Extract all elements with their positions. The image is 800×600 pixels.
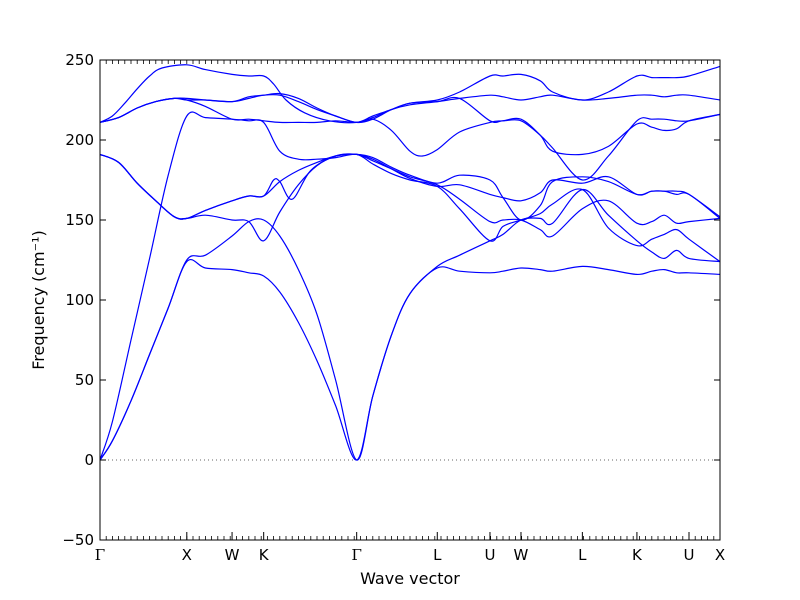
- y-tick-label: 100: [65, 291, 94, 309]
- x-tick-label: Γ: [351, 546, 361, 564]
- x-tick-label: K: [259, 546, 270, 564]
- y-tick-label: 0: [84, 451, 94, 469]
- y-tick-label: −50: [62, 531, 94, 549]
- x-tick-label: K: [632, 546, 643, 564]
- band-line-6: [99, 153, 721, 221]
- y-tick-label: 50: [75, 371, 94, 389]
- x-tick-label: Γ: [95, 546, 105, 564]
- band-line-3: [99, 111, 721, 461]
- x-tick-label: W: [225, 546, 240, 564]
- x-axis-title: Wave vector: [360, 569, 460, 588]
- y-axis-title: Frequency (cm⁻¹): [29, 230, 48, 369]
- band-line-2: [99, 188, 721, 461]
- band-line-7: [99, 97, 721, 157]
- x-tick-label: L: [433, 546, 442, 564]
- band-line-5: [99, 153, 721, 220]
- x-tick-label: X: [715, 546, 725, 564]
- series-group: [99, 64, 721, 461]
- band-line-8: [99, 93, 721, 181]
- x-tick-label: L: [578, 546, 587, 564]
- band-line-4: [99, 153, 721, 242]
- y-tick-label: 150: [65, 211, 94, 229]
- band-line-9: [99, 92, 721, 124]
- ticks-group: [99, 59, 721, 541]
- band-line-10: [99, 64, 721, 124]
- y-tick-label: 200: [65, 131, 94, 149]
- x-tick-label: W: [514, 546, 529, 564]
- x-tick-label: U: [684, 546, 695, 564]
- tick-labels-group: −50 0 50 100 150 200 250 Γ X W K Γ L U W L K U X: [62, 51, 725, 564]
- y-tick-label: 250: [65, 51, 94, 69]
- band-line-1: [99, 259, 721, 461]
- x-tick-label: U: [484, 546, 495, 564]
- x-tick-label: X: [182, 546, 192, 564]
